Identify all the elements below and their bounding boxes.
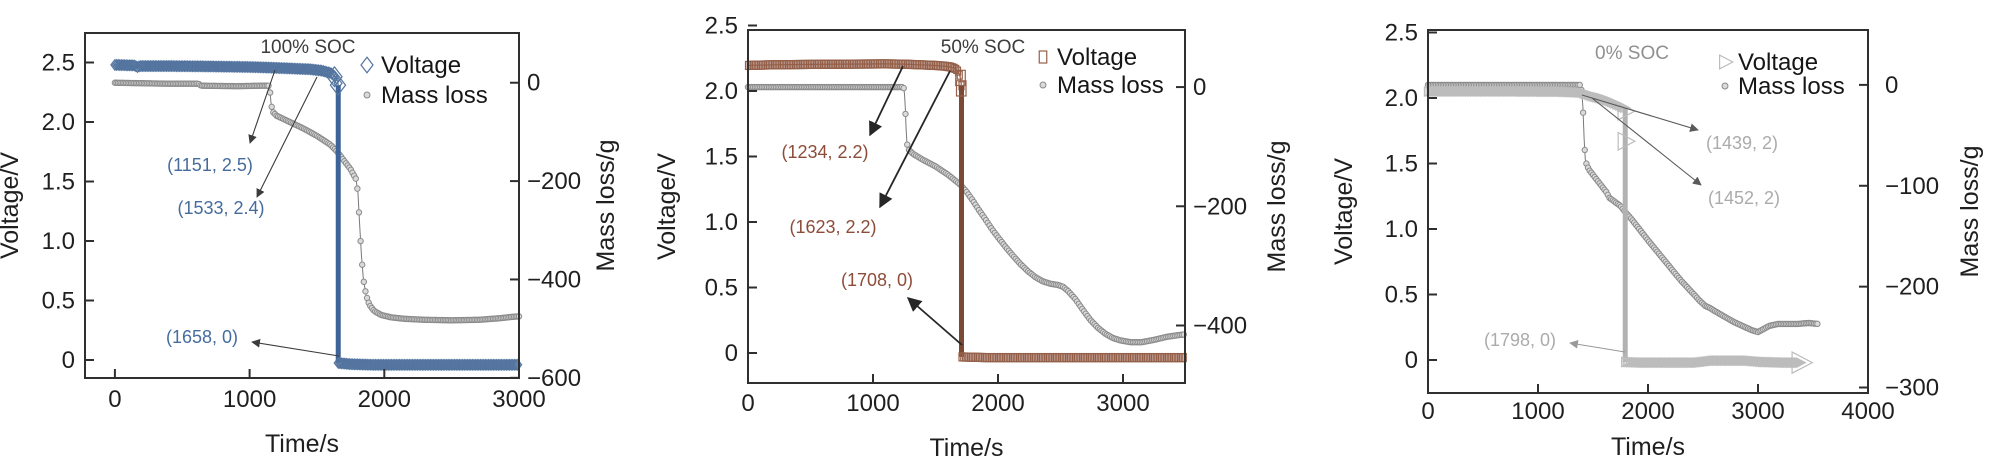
x-tick-label: 2000: [358, 386, 411, 413]
annotation-arrow: [256, 76, 318, 198]
x-tick-label: 2000: [1621, 398, 1674, 425]
annotation-point-label: (1623, 2.2): [789, 217, 876, 237]
annotation-point-label: (1439, 2): [1706, 133, 1778, 153]
y2-tick-label: −400: [527, 266, 581, 293]
chart-50-soc: 0 1000 2000 3000 0 0.5 1.0 1.5 2.0 2.5 0 −200 −400 Vo…: [653, 13, 1291, 463]
time-axis-title: Time/s: [265, 430, 339, 458]
annotation-arrow: [1581, 94, 1699, 132]
y2-tick-label: −200: [1193, 193, 1247, 220]
mass-loss-axis-title: Mass loss/g: [1263, 141, 1291, 273]
legend: [1719, 54, 1735, 90]
y-tick-label: 1.0: [1385, 216, 1418, 243]
y2-tick-label: −200: [527, 168, 581, 195]
annotation-arrow: [1591, 97, 1702, 186]
annotation-point-label: (1533, 2.4): [177, 198, 264, 218]
chart-0-soc: 0 1000 2000 3000 4000 0 0.5 1.0 1.5 2.0 2.5 0 −100 −2…: [1330, 20, 1984, 462]
y-tick-label: 2.5: [705, 13, 738, 40]
voltage-axis-title: Voltage/V: [1330, 158, 1358, 265]
x-tick-label: 4000: [1841, 398, 1894, 425]
time-axis-title: Time/s: [1611, 433, 1685, 461]
annotation-arrow: [869, 65, 904, 137]
annotation-arrow: [248, 69, 276, 144]
y-tick-label: 0: [1405, 347, 1418, 374]
y2-tick-label: −200: [1885, 274, 1939, 301]
y2-tick-label: 0: [1885, 72, 1898, 99]
x-tick-label: 1000: [223, 386, 276, 413]
x-tick-label: 2000: [971, 390, 1024, 417]
y-tick-label: 2.5: [1385, 20, 1418, 47]
annotation-arrow: [906, 297, 963, 346]
annotation-point-label: (1452, 2): [1708, 188, 1780, 208]
y2-tick-label: −100: [1885, 173, 1939, 200]
x-tick-label: 1000: [846, 390, 899, 417]
mass-loss-series: [111, 79, 523, 324]
x-tick-label: 3000: [492, 386, 545, 413]
voltage-axis-title: Voltage/V: [655, 153, 681, 260]
legend-item-mass-loss: Mass loss: [1738, 73, 1845, 100]
legend-item-voltage: Voltage: [1738, 49, 1818, 76]
y-tick-label: 1.0: [42, 228, 75, 255]
annotation-point-label: (1151, 2.5): [167, 155, 253, 175]
voltage-series: [744, 59, 1187, 363]
panel-100-soc: 0 1000 2000 3000 0 0.5 1.0 1.5 2.0 2.5 0 −200 −400 −6…: [0, 0, 655, 469]
y2-tick-label: 0: [1193, 74, 1206, 101]
legend-item-mass-loss: Mass loss: [1057, 72, 1164, 99]
y2-tick-label: −300: [1885, 375, 1939, 402]
panel-50-soc: 0 1000 2000 3000 0 0.5 1.0 1.5 2.0 2.5 0 −200 −400 Vo…: [653, 0, 1330, 469]
y2-tick-label: −400: [1193, 312, 1247, 339]
annotation-arrow: [879, 70, 951, 209]
x-tick-label: 3000: [1731, 398, 1784, 425]
y-tick-label: 0: [725, 340, 738, 367]
y-tick-label: 0.5: [705, 275, 738, 302]
mass-loss-axis-title: Mass loss/g: [592, 140, 620, 272]
annotation-point-label: (1234, 2.2): [781, 142, 868, 162]
mass-loss-series: [1424, 81, 1821, 336]
y-tick-label: 2.0: [1385, 85, 1418, 112]
legend-item-voltage: Voltage: [1057, 44, 1137, 71]
y-tick-label: 0.5: [42, 288, 75, 315]
y-tick-label: 0: [62, 347, 75, 374]
y-tick-label: 0.5: [1385, 282, 1418, 309]
y2-tick-label: 0: [527, 70, 540, 97]
soc-state-label: 50% SOC: [941, 37, 1025, 58]
y-tick-label: 2.0: [42, 109, 75, 136]
y-tick-label: 2.0: [705, 78, 738, 105]
mass-loss-series: [744, 83, 1187, 346]
legend: [1038, 50, 1048, 89]
mass-loss-axis-title: Mass loss/g: [1956, 146, 1984, 278]
legend: [360, 56, 374, 99]
plot-border: [84, 32, 520, 379]
x-tick-label: 0: [108, 386, 121, 413]
x-tick-label: 0: [1421, 398, 1434, 425]
x-tick-label: 0: [741, 390, 754, 417]
y-tick-label: 1.5: [42, 169, 75, 196]
annotation-arrow: [1569, 339, 1626, 353]
chart-100-soc: 0 1000 2000 3000 0 0.5 1.0 1.5 2.0 2.5 0 −200 −400 −6…: [0, 32, 620, 458]
x-tick-label: 3000: [1096, 390, 1149, 417]
annotation-point-label: (1708, 0): [841, 270, 913, 290]
annotation-point-label: (1658, 0): [166, 327, 238, 347]
y-tick-label: 1.5: [705, 144, 738, 171]
legend-item-voltage: Voltage: [381, 52, 461, 79]
annotation-point-label: (1798, 0): [1484, 330, 1556, 350]
y-tick-label: 1.0: [705, 209, 738, 236]
soc-state-label: 100% SOC: [260, 37, 355, 58]
time-axis-title: Time/s: [929, 434, 1003, 462]
annotation-arrow: [251, 338, 340, 357]
legend-item-mass-loss: Mass loss: [381, 82, 488, 109]
voltage-axis-title: Voltage/V: [0, 152, 24, 259]
soc-state-label: 0% SOC: [1595, 43, 1669, 64]
x-tick-label: 1000: [1511, 398, 1564, 425]
voltage-series: [110, 58, 523, 371]
y-tick-label: 2.5: [42, 50, 75, 77]
y-tick-label: 1.5: [1385, 151, 1418, 178]
panel-0-soc: 0 1000 2000 3000 4000 0 0.5 1.0 1.5 2.0 2.5 0 −100 −2…: [1330, 0, 1997, 469]
y2-tick-label: −600: [527, 365, 581, 392]
